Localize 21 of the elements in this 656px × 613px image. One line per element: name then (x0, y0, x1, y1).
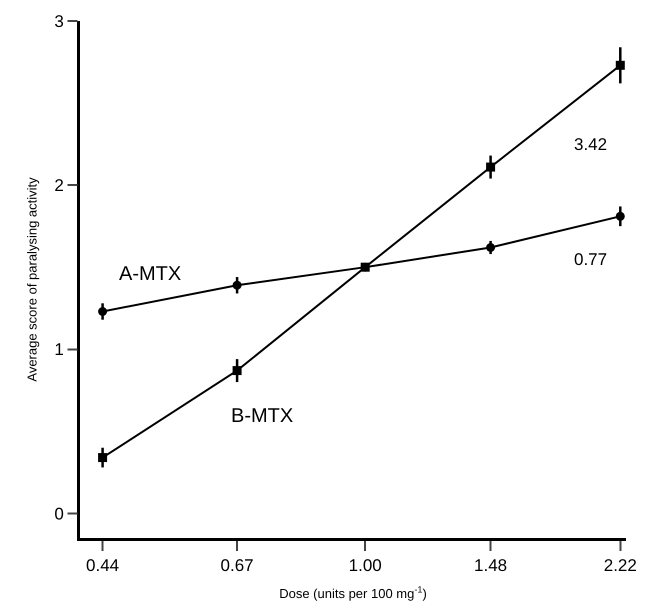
point (98, 307, 108, 316)
x-tick-label: 1.00 (348, 556, 382, 576)
y-tick-label: 0 (54, 504, 64, 524)
x-tick-label: 2.22 (604, 556, 637, 576)
point (486, 162, 496, 172)
point (616, 60, 625, 70)
y-tick-label: 3 (54, 12, 64, 31)
x-axis-title: Dose (units per 100 mg$^{-1}$) (279, 584, 427, 601)
y-axis-title: Average score of paralysing activity (24, 176, 40, 382)
x-tick-label: 0.44 (86, 556, 120, 576)
x-tick-label: 0.67 (220, 556, 254, 576)
annotation: 0.77 (574, 250, 608, 269)
x-tick-label: 1.48 (474, 556, 508, 576)
point (98, 453, 108, 462)
point (486, 243, 496, 252)
legend-label: B-MTX (231, 405, 294, 427)
annotation: 3.42 (574, 135, 608, 154)
y-tick-label: 2 (54, 176, 64, 196)
y-tick-label: 1 (54, 340, 64, 360)
series-label: A-MTX (119, 263, 182, 285)
point (616, 212, 625, 221)
